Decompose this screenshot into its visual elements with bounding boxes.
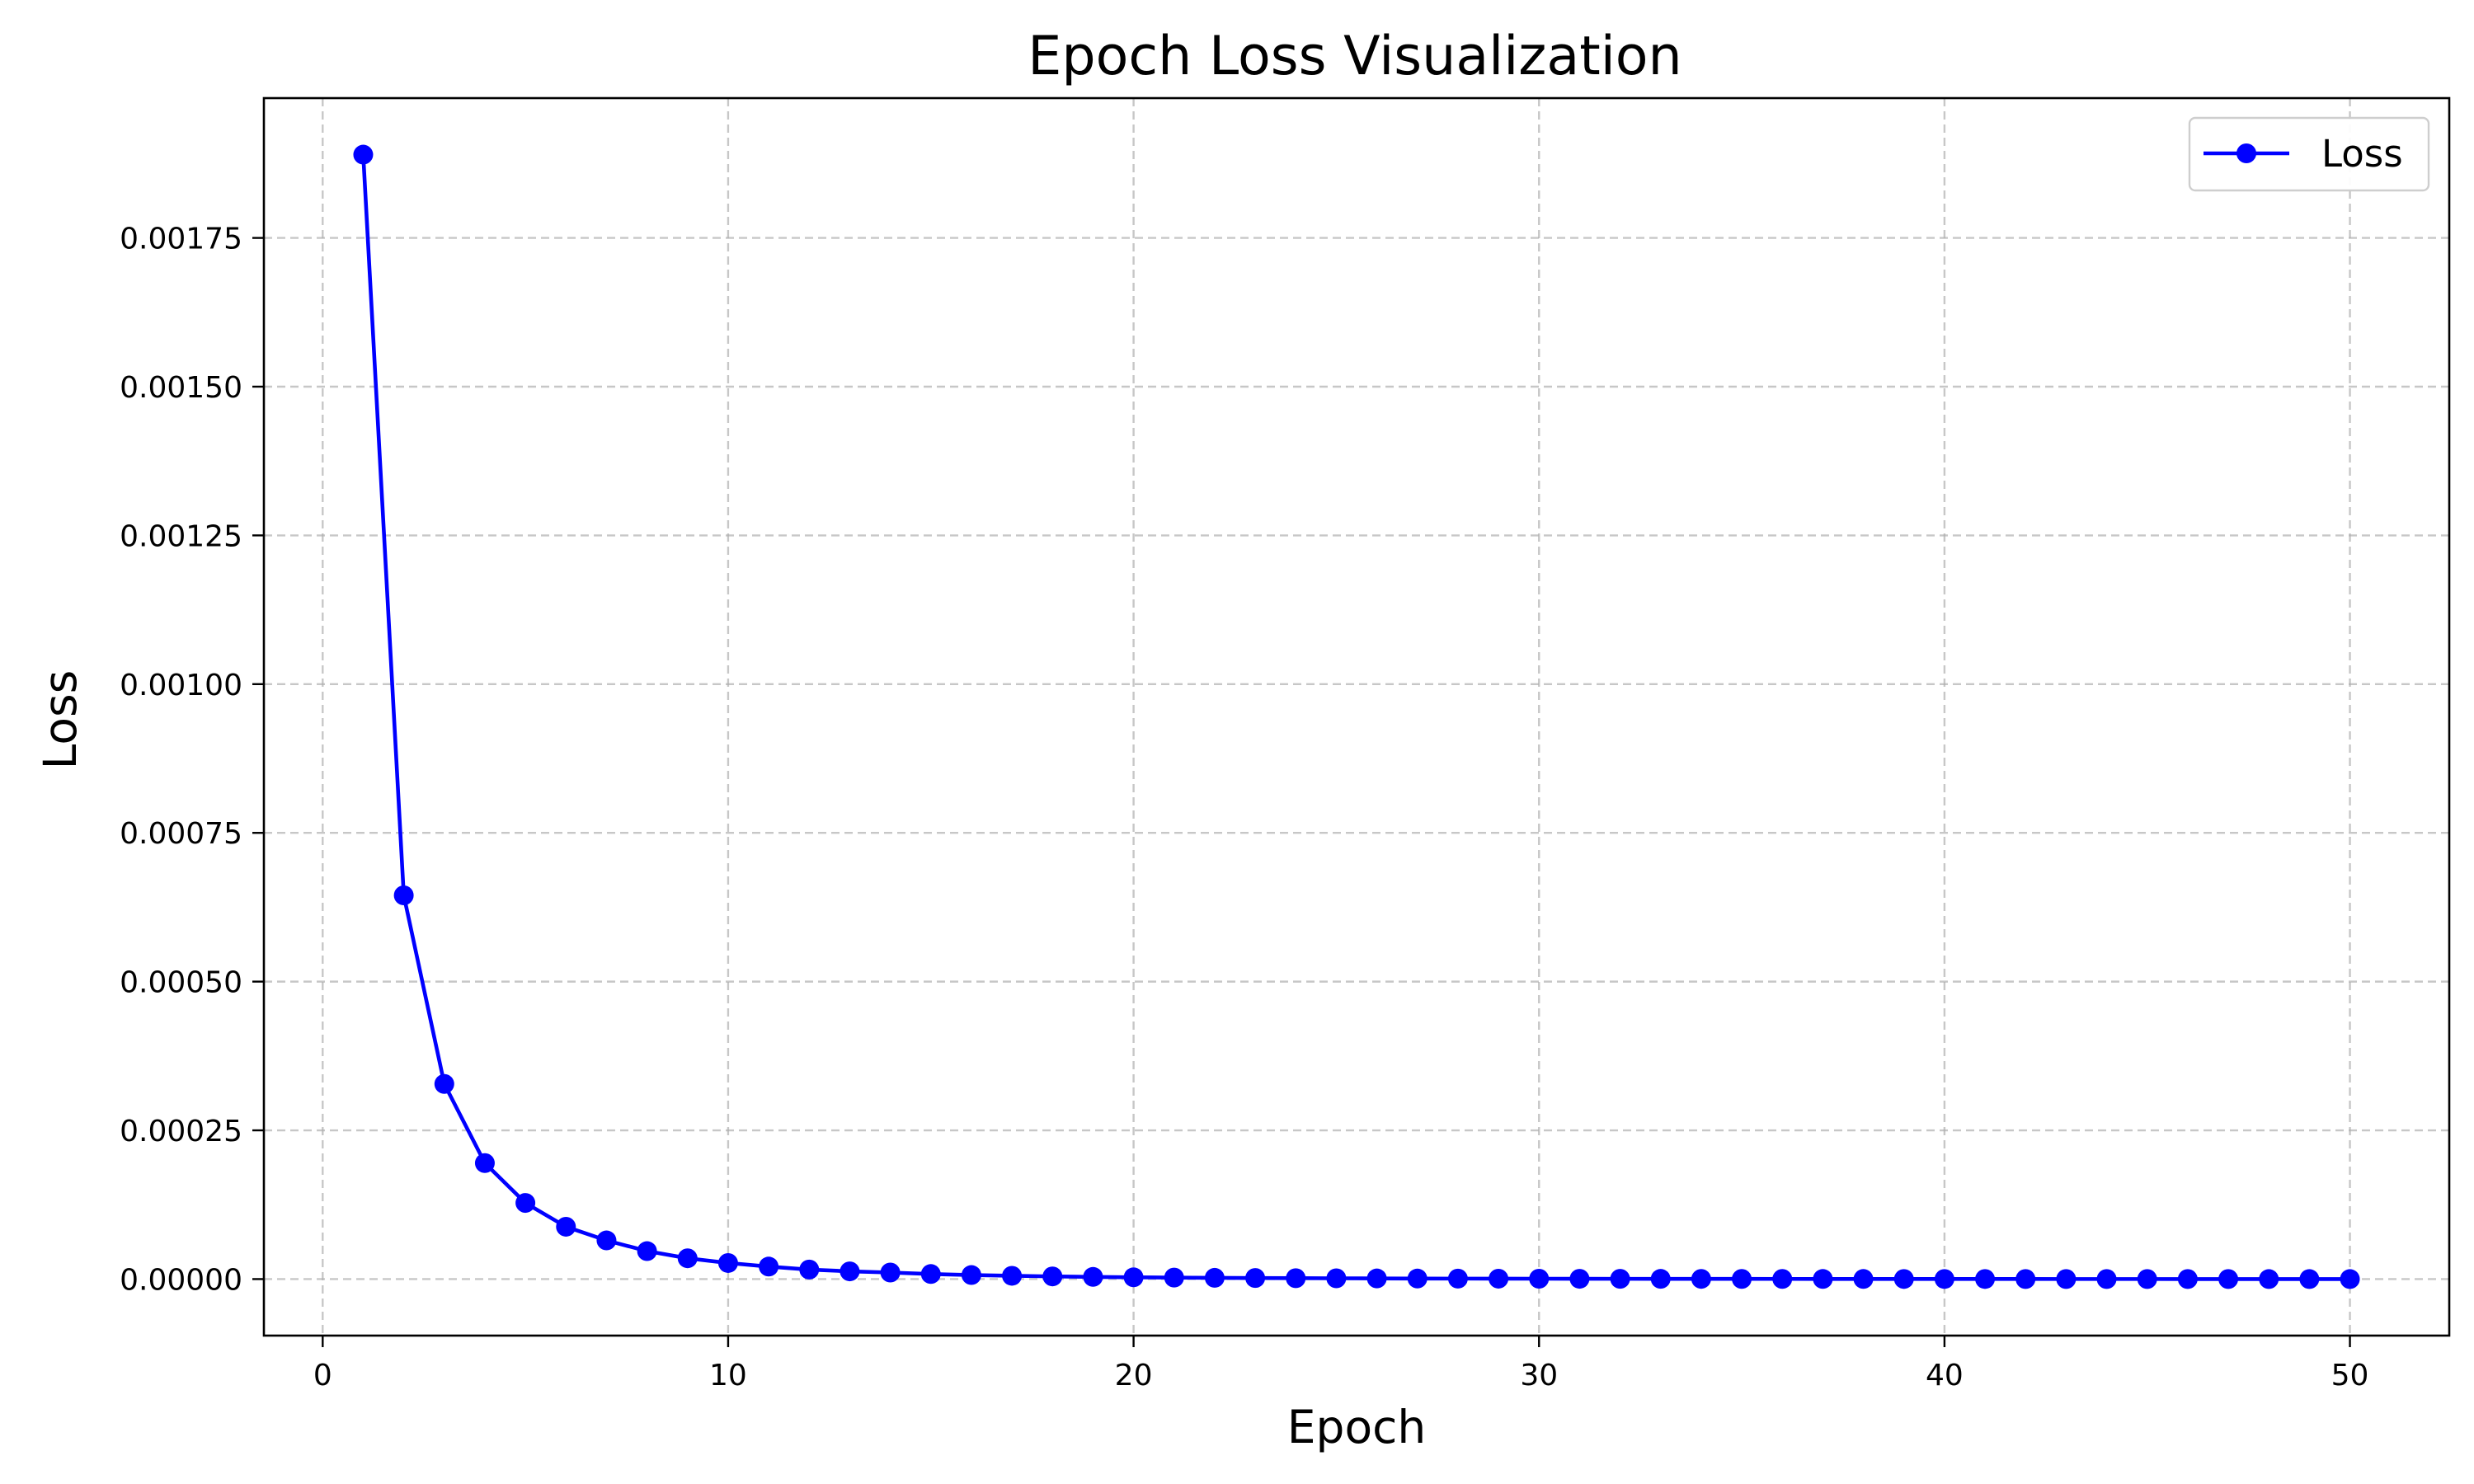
data-point (2259, 1269, 2279, 1289)
data-point (353, 144, 374, 165)
data-point (2299, 1269, 2320, 1289)
x-axis-label: Epoch (1287, 1401, 1426, 1453)
data-point (1691, 1269, 1711, 1289)
y-tick-label: 0.00125 (120, 519, 242, 553)
data-point (1893, 1269, 1914, 1289)
data-point (2015, 1269, 2036, 1289)
y-tick-label: 0.00150 (120, 371, 242, 405)
data-point (1083, 1266, 1103, 1287)
data-point (2177, 1269, 2198, 1289)
legend-box (2188, 116, 2430, 192)
data-point (799, 1259, 820, 1280)
data-point (840, 1261, 860, 1282)
y-tick-label: 0.00075 (120, 817, 242, 851)
data-point (1245, 1268, 1266, 1289)
y-tick-label: 0.00000 (120, 1263, 242, 1297)
data-point (2340, 1269, 2360, 1289)
data-point (1772, 1269, 1793, 1289)
x-tick-label: 20 (1115, 1359, 1153, 1392)
data-point (961, 1265, 981, 1285)
data-point (393, 885, 414, 905)
data-point (1650, 1269, 1671, 1289)
data-point (434, 1073, 454, 1094)
data-point (1366, 1268, 1387, 1289)
legend-label-loss: Loss (2321, 132, 2403, 176)
x-tick-label: 40 (1926, 1359, 1964, 1392)
y-axis-ticks: 0.00000 0.00025 0.00050 0.00075 0.00100 0.001… (120, 223, 264, 1297)
legend: Loss (2188, 116, 2430, 192)
data-point (556, 1216, 576, 1237)
y-tick-label: 0.00050 (120, 966, 242, 1000)
data-point (1164, 1267, 1184, 1288)
data-point (1934, 1269, 1954, 1289)
data-point (1610, 1269, 1630, 1289)
data-point (1813, 1269, 1833, 1289)
data-point (515, 1193, 536, 1214)
series-markers-loss (353, 144, 2360, 1289)
x-tick-label: 30 (1520, 1359, 1558, 1392)
data-point (1326, 1268, 1347, 1289)
data-point (1123, 1267, 1144, 1288)
y-tick-label: 0.00175 (120, 223, 242, 256)
data-point (1975, 1269, 1996, 1289)
data-point (1286, 1268, 1306, 1289)
data-point (2056, 1269, 2077, 1289)
x-tick-label: 50 (2331, 1359, 2369, 1392)
data-point (717, 1252, 738, 1273)
y-tick-label: 0.00025 (120, 1115, 242, 1148)
data-point (677, 1248, 698, 1269)
data-point (880, 1262, 901, 1283)
plot-frame (262, 96, 2451, 1337)
chart-title: Epoch Loss Visualization (1028, 26, 1682, 87)
data-point (2218, 1269, 2239, 1289)
data-point (1489, 1268, 1509, 1289)
data-point (474, 1153, 495, 1173)
data-point (1407, 1268, 1427, 1289)
data-point (920, 1264, 941, 1284)
x-tick-label: 10 (709, 1359, 747, 1392)
data-point (2096, 1269, 2117, 1289)
x-axis-ticks: 0 10 20 30 40 50 (313, 1336, 2369, 1392)
data-point (759, 1256, 779, 1277)
data-point (1732, 1269, 1752, 1289)
y-tick-label: 0.00100 (120, 669, 242, 702)
data-point (1042, 1266, 1063, 1287)
legend-marker-loss (2236, 143, 2256, 163)
x-tick-label: 0 (313, 1359, 332, 1392)
data-point (637, 1241, 657, 1261)
y-axis-label: Loss (34, 670, 87, 770)
data-point (1529, 1269, 1550, 1289)
data-point (1204, 1267, 1225, 1288)
data-point (2137, 1269, 2157, 1289)
data-point (1447, 1268, 1468, 1289)
data-point (596, 1230, 617, 1251)
data-point (1569, 1269, 1590, 1289)
data-point (1853, 1269, 1874, 1289)
data-point (1002, 1266, 1023, 1286)
